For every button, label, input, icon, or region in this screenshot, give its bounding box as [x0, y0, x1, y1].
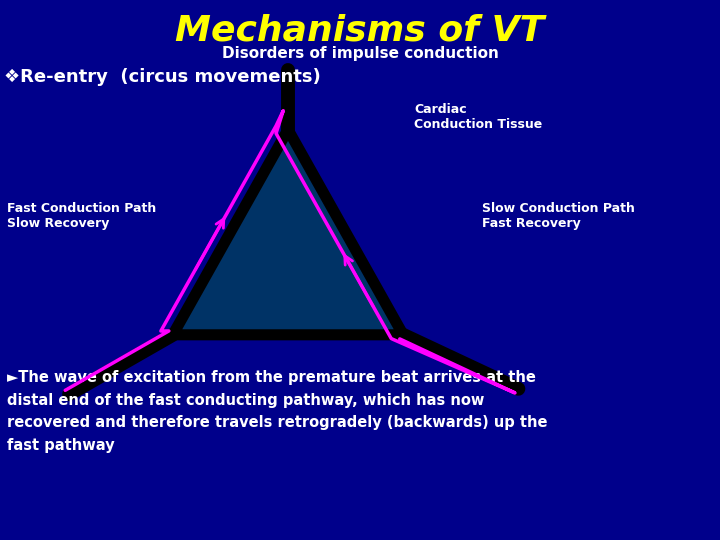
Polygon shape [173, 130, 403, 335]
Text: Cardiac
Conduction Tissue: Cardiac Conduction Tissue [414, 103, 542, 131]
Text: Disorders of impulse conduction: Disorders of impulse conduction [222, 46, 498, 61]
Text: ❖Re-entry  (circus movements): ❖Re-entry (circus movements) [4, 68, 320, 85]
Text: Slow Conduction Path
Fast Recovery: Slow Conduction Path Fast Recovery [482, 202, 635, 230]
Text: Fast Conduction Path
Slow Recovery: Fast Conduction Path Slow Recovery [7, 202, 156, 230]
Text: Mechanisms of VT: Mechanisms of VT [176, 14, 544, 48]
Text: ►The wave of excitation from the premature beat arrives at the
distal end of the: ►The wave of excitation from the prematu… [7, 370, 548, 453]
